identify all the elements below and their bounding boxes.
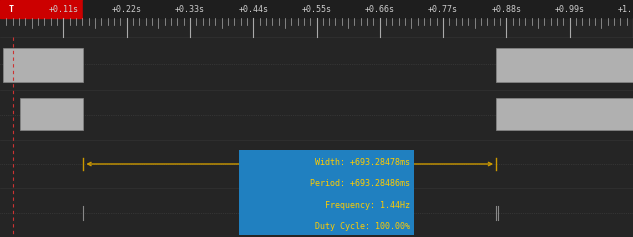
Bar: [239, 150, 415, 235]
Text: +0.11s: +0.11s: [48, 5, 78, 14]
Bar: [0, 37, 633, 90]
Text: +0.99s: +0.99s: [555, 5, 585, 14]
Bar: [0, 140, 633, 188]
Text: Duty Cycle: 100.00%: Duty Cycle: 100.00%: [315, 222, 410, 231]
Text: +0.88s: +0.88s: [491, 5, 522, 14]
Bar: [84, 0, 633, 18]
Bar: [0, 18, 633, 37]
Text: +0.66s: +0.66s: [365, 5, 395, 14]
Text: +1.10s: +1.10s: [618, 5, 633, 14]
Text: +0.33s: +0.33s: [175, 5, 205, 14]
Bar: [0, 188, 633, 237]
Bar: [20, 98, 84, 130]
Bar: [3, 48, 84, 82]
Text: Frequency: 1.44Hz: Frequency: 1.44Hz: [325, 201, 410, 210]
Text: +0.77s: +0.77s: [428, 5, 458, 14]
Text: +0.55s: +0.55s: [301, 5, 332, 14]
Bar: [0, 0, 633, 37]
Text: +0.44s: +0.44s: [238, 5, 268, 14]
Bar: [0, 90, 633, 140]
Bar: [0, 0, 84, 18]
Bar: [496, 48, 633, 82]
Bar: [496, 98, 633, 130]
Text: T: T: [8, 5, 13, 14]
Text: Width: +693.28478ms: Width: +693.28478ms: [315, 158, 410, 167]
Text: Period: +693.28486ms: Period: +693.28486ms: [310, 179, 410, 188]
Text: +0.22s: +0.22s: [111, 5, 142, 14]
